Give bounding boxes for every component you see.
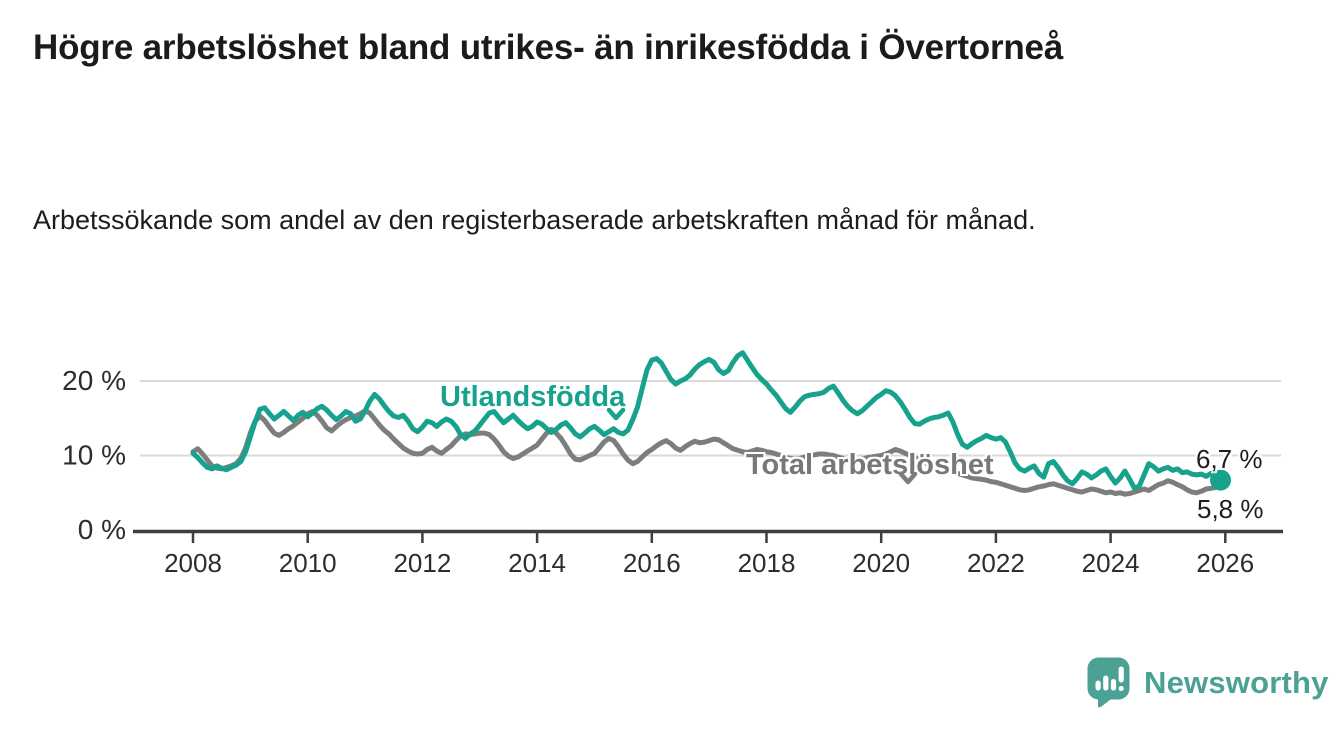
end-value-total: 5,8 % — [1197, 494, 1264, 524]
x-tick-label: 2010 — [279, 548, 337, 578]
chart-subtitle: Arbetssökande som andel av den registerb… — [33, 205, 1036, 235]
chevron-down-icon — [898, 471, 918, 491]
x-tick-label: 2020 — [852, 548, 910, 578]
series-end-dot — [1210, 469, 1232, 491]
page-title: Högre arbetslöshet bland utrikes- än inr… — [33, 28, 1064, 67]
chevron-down-icon — [606, 407, 626, 427]
newsworthy-logo: Newsworthy — [1086, 656, 1329, 709]
x-tick-label: 2012 — [393, 548, 451, 578]
x-tick-label: 2024 — [1082, 548, 1140, 578]
x-tick-label: 2016 — [623, 548, 681, 578]
y-tick-label: 10 % — [62, 440, 126, 471]
x-tick-label: 2008 — [164, 548, 222, 578]
newsworthy-bubble-icon — [1086, 656, 1132, 709]
y-tick-label: 0 % — [78, 514, 126, 545]
end-value-utlandsfodda: 6,7 % — [1196, 444, 1263, 474]
series-label-utlandsfodda: Utlandsfödda — [440, 381, 626, 413]
line-chart: 2008 2010 2012 2014 2016 2018 2020 2022 2024 2026… — [62, 350, 1283, 578]
series-line-utlandsfodda — [190, 350, 1223, 491]
x-tick-label: 2018 — [738, 548, 796, 578]
x-tick-label: 2022 — [967, 548, 1025, 578]
newsworthy-wordmark: Newsworthy — [1144, 664, 1329, 700]
y-tick-label: 20 % — [62, 365, 126, 396]
x-tick-label: 2026 — [1196, 548, 1254, 578]
x-tick-label: 2014 — [508, 548, 566, 578]
series-label-total: Total arbetslöshet — [746, 449, 994, 481]
